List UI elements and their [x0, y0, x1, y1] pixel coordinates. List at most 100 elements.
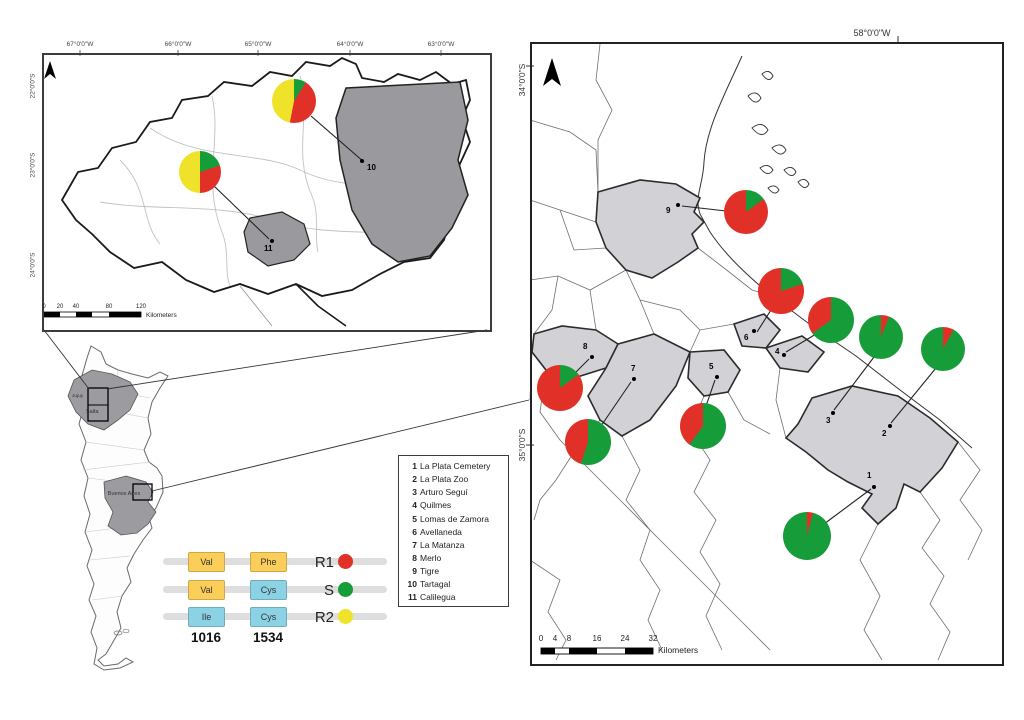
codon-box-1534: Phe: [250, 552, 287, 572]
legend-number: 3: [412, 487, 417, 498]
scale-unit: Kilometers: [658, 645, 699, 655]
legend-number: 9: [412, 566, 417, 577]
legend-name: Calilegua: [420, 592, 456, 603]
scale-label: 24: [620, 634, 630, 643]
legend-number: 8: [412, 552, 417, 563]
legend-number: 1: [412, 461, 417, 471]
location-dot-7: [632, 377, 636, 381]
scale-label: 80: [105, 304, 113, 310]
inset-scale-bar: [43, 311, 142, 318]
main-x-tick: 58°0'0"W: [853, 28, 891, 38]
inset-y-tick: 22°0'0"S: [29, 73, 37, 99]
province-label-salta: Salta: [86, 409, 99, 415]
location-dot-4: [782, 353, 786, 357]
pie-chart-calilegua: [179, 151, 221, 193]
location-dot-1: [872, 485, 876, 489]
legend-circle-s: [338, 582, 353, 597]
legend-name: Tartagal: [420, 579, 451, 590]
scale-label: 120: [135, 304, 147, 310]
scale-unit: Kilometers: [146, 312, 177, 319]
position-1016: 1016: [190, 630, 222, 645]
scale-label: 4: [552, 634, 558, 643]
pie-chart-lomas-de-zamora: [680, 403, 726, 449]
location-dot-5: [715, 375, 719, 379]
location-number-2: 2: [882, 429, 887, 438]
inset-y-tick: 24°0'0"S: [29, 252, 37, 278]
location-number-1: 1: [867, 471, 872, 480]
legend-item-4: 4 Quilmes: [403, 501, 504, 510]
codon-box-1534: Cys: [250, 580, 287, 600]
position-1534: 1534: [252, 630, 284, 645]
legend-circle-r2: [338, 609, 353, 624]
pie-chart-la-matanza: [565, 419, 611, 465]
inset-x-tick: 67°0'0"W: [66, 41, 94, 48]
legend-item-11: 11 Calilegua: [403, 593, 504, 602]
legend-number: 5: [412, 513, 417, 524]
north-arrow-icon: [44, 61, 56, 79]
legend-number: 11: [408, 592, 417, 603]
legend-item-9: 9 Tigre: [403, 567, 504, 576]
legend-item-3: 3 Arturo Seguí: [403, 488, 504, 497]
phenotype-label-r2: R2: [314, 609, 334, 626]
legend-item-5: 5 Lomas de Zamora: [403, 515, 504, 524]
codon-box-1016: Ile: [188, 607, 225, 627]
location-legend-box: 1 La Plata Cemetery 2 La Plata Zoo 3 Arturo…: [398, 455, 509, 607]
legend-name: La Plata Zoo: [420, 474, 469, 485]
district-la-matanza: [587, 333, 692, 437]
pie-chart-avellaneda: [758, 268, 804, 314]
phenotype-label-r1: R1: [314, 554, 334, 571]
location-number-3: 3: [826, 416, 831, 425]
north-arrow-icon: [543, 58, 561, 86]
district-quilmes: [764, 335, 826, 373]
legend-name: La Matanza: [420, 539, 465, 550]
location-number-4: 4: [775, 347, 780, 356]
scale-label: 0: [42, 304, 46, 310]
district-tigre: [595, 179, 706, 279]
inset-x-tick: 65°0'0"W: [244, 41, 272, 48]
pie-chart-tigre: [724, 190, 768, 234]
main-scale-bar: [540, 647, 654, 655]
location-dot-11: [270, 239, 274, 243]
location-dot-2: [888, 424, 892, 428]
province-label-jujuy: Jujuy: [72, 394, 84, 399]
inset-x-tick: 63°0'0"W: [427, 41, 455, 48]
legend-item-7: 7 La Matanza: [403, 541, 504, 550]
location-number-8: 8: [583, 342, 588, 351]
scale-label: 16: [592, 634, 602, 643]
legend-name: La Plata Cemetery: [420, 461, 491, 471]
legend-number: 2: [412, 474, 417, 485]
inset-x-tick: 66°0'0"W: [164, 41, 192, 48]
location-dot-6: [752, 329, 756, 333]
pie-chart-merlo: [537, 365, 583, 411]
pie-chart-quilmes: [808, 297, 854, 343]
main-y-tick: 34°0'0"S: [517, 63, 527, 97]
pie-chart-arturo-segui: [859, 315, 903, 359]
scale-label: 8: [566, 634, 572, 643]
inset-y-tick: 23°0'0"S: [29, 152, 37, 178]
legend-name: Quilmes: [420, 500, 452, 511]
legend-name: Tigre: [420, 566, 440, 577]
legend-item-10: 10 Tartagal: [403, 580, 504, 589]
pie-chart-la-plata-zoo: [921, 327, 965, 371]
pie-chart-la-plata-cemetery: [783, 512, 831, 560]
codon-box-1534: Cys: [250, 607, 287, 627]
legend-name: Arturo Seguí: [420, 487, 468, 498]
pie-chart-tartagal: [272, 79, 316, 123]
region-calilegua: [243, 211, 311, 267]
codon-box-1016: Val: [188, 552, 225, 572]
inset-map-linework: [43, 50, 471, 327]
legend-number: 6: [412, 526, 417, 537]
main-map-linework: [526, 36, 983, 661]
main-y-tick: 35°0'0"S: [517, 428, 527, 462]
scale-label: 20: [56, 304, 64, 310]
location-dot-3: [831, 411, 835, 415]
location-dot-8: [590, 355, 594, 359]
location-dot-10: [360, 159, 364, 163]
province-label-buenos-aires: Buenos Aires: [107, 491, 141, 497]
location-number-9: 9: [666, 206, 671, 215]
location-number-5: 5: [709, 362, 714, 371]
location-number-7: 7: [631, 364, 636, 373]
legend-number: 4: [412, 500, 417, 511]
location-number-6: 6: [744, 333, 749, 342]
